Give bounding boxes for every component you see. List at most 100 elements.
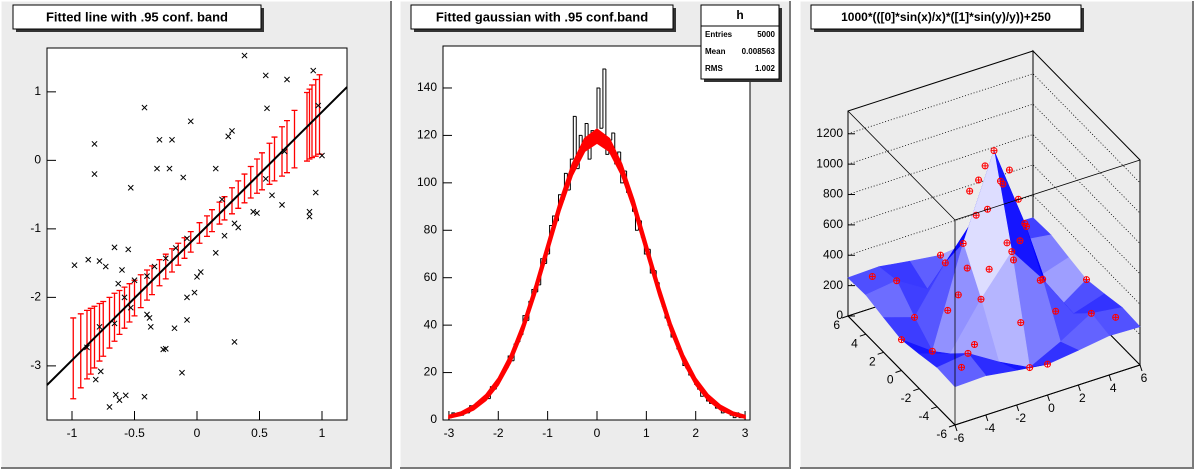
x-tick-label: -6 xyxy=(954,431,965,445)
point xyxy=(229,127,235,134)
pad-bevel xyxy=(1,1,392,469)
point xyxy=(154,165,160,172)
point xyxy=(310,67,317,74)
y-tick xyxy=(859,333,866,337)
x-tick-label: 3 xyxy=(742,426,749,440)
stats-value: 1.002 xyxy=(755,64,776,73)
point xyxy=(1112,313,1120,321)
point xyxy=(151,263,158,270)
point xyxy=(191,289,198,296)
point xyxy=(315,102,322,109)
point xyxy=(944,306,952,314)
point xyxy=(1005,166,1013,174)
box-edge xyxy=(954,159,1141,221)
z-tick-label: 800 xyxy=(823,187,843,201)
chart-title: Fitted gaussian with .95 conf.band xyxy=(436,9,648,24)
x-tick xyxy=(1077,384,1081,392)
x-tick-label: 1 xyxy=(643,426,650,440)
point xyxy=(147,323,154,330)
stats-value: 0.008563 xyxy=(742,47,776,56)
point xyxy=(1044,360,1052,368)
chart-title: 1000*(([0]*sin(x)/x)*([1]*sin(y)/y))+250 xyxy=(841,10,1051,24)
x-tick xyxy=(954,424,958,432)
point xyxy=(954,291,962,299)
point xyxy=(1008,248,1016,256)
point xyxy=(127,304,134,311)
point xyxy=(958,363,966,371)
y-tick-label: 4 xyxy=(851,336,858,350)
z-tick-label: 400 xyxy=(823,247,843,261)
y-tick xyxy=(931,406,938,410)
point xyxy=(156,136,163,143)
point xyxy=(180,174,187,181)
x-tick-label: 2 xyxy=(692,426,699,440)
fit-band xyxy=(448,128,746,420)
point xyxy=(96,258,103,265)
stats-box xyxy=(700,4,780,80)
y-tick xyxy=(841,315,849,319)
point xyxy=(312,189,319,196)
point xyxy=(306,208,313,215)
point xyxy=(141,393,148,400)
fit-line xyxy=(46,86,348,386)
point xyxy=(144,273,150,280)
y-tick-label: 120 xyxy=(417,128,437,142)
x-tick-label: 0 xyxy=(594,426,601,440)
y-tick-label: -1 xyxy=(30,221,41,235)
y-tick-label: 80 xyxy=(424,222,438,236)
x-tick-label: -1 xyxy=(542,426,553,440)
point xyxy=(144,311,150,318)
point xyxy=(306,213,313,220)
plot-frame xyxy=(46,47,348,421)
y-tick-label: -2 xyxy=(30,290,41,304)
point xyxy=(194,273,200,280)
x-tick-label: -2 xyxy=(1015,411,1026,425)
stats-label: RMS xyxy=(705,64,723,73)
point xyxy=(971,341,979,348)
point xyxy=(911,314,919,321)
x-tick-label: 0.5 xyxy=(251,426,268,440)
x-tick-label: -0.5 xyxy=(124,426,145,440)
point xyxy=(1010,256,1018,264)
histogram-bin xyxy=(611,132,615,141)
point xyxy=(941,259,949,267)
point xyxy=(121,294,128,301)
x-tick xyxy=(1016,404,1020,412)
histogram-bin xyxy=(552,215,556,226)
x-tick xyxy=(1047,394,1050,402)
point xyxy=(127,184,134,191)
point xyxy=(91,140,98,147)
point xyxy=(966,187,974,195)
point xyxy=(990,147,998,155)
histogram-bin xyxy=(596,87,600,141)
point xyxy=(219,196,225,203)
point xyxy=(97,368,104,375)
title-box xyxy=(410,4,674,30)
z-tick-label: 1200 xyxy=(816,126,843,140)
x-tick-label: 6 xyxy=(1141,371,1148,385)
y-tick-label: 1 xyxy=(34,84,41,98)
y-tick-label: -4 xyxy=(918,409,929,423)
point xyxy=(868,273,876,280)
point xyxy=(131,277,138,284)
point xyxy=(231,338,238,345)
point xyxy=(166,165,173,172)
point xyxy=(1087,309,1095,317)
point xyxy=(1016,237,1024,245)
y-tick-label: 60 xyxy=(424,270,438,284)
x-tick-label: 2 xyxy=(1079,391,1086,405)
y-tick-label: 20 xyxy=(424,365,438,379)
y-tick-label: 40 xyxy=(424,317,438,331)
stats-label: Mean xyxy=(705,47,726,56)
y-tick-label: 100 xyxy=(417,175,437,189)
point xyxy=(106,404,113,410)
x-tick-label: -4 xyxy=(984,421,995,435)
point xyxy=(71,262,78,269)
point xyxy=(985,265,993,273)
point xyxy=(169,136,175,143)
y-tick-label: 0 xyxy=(34,153,41,167)
y-tick-label: 0 xyxy=(887,373,894,387)
